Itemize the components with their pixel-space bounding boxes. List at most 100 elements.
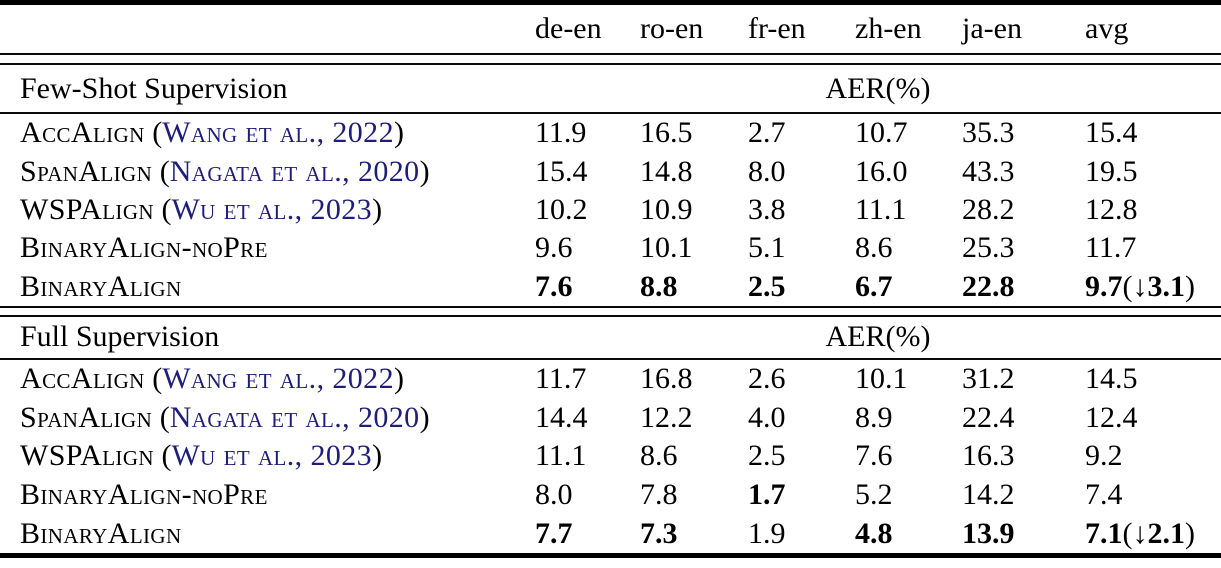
citation-paren: ( xyxy=(152,154,170,188)
metric-label: AER(%) xyxy=(825,71,931,105)
value-cell: 11.1 xyxy=(535,439,587,473)
value-cell: 25.3 xyxy=(962,231,1015,265)
method-cell: WSPAlign (Wu et al., 2023) xyxy=(0,193,535,227)
value-cell: 16.8 xyxy=(640,362,693,396)
value-cell: 11.9 xyxy=(535,116,587,150)
method-row-binaryalign-nopre: BinaryAlign-noPre 9.6 10.1 5.1 8.6 25.3 … xyxy=(0,229,1221,267)
method-row-wspalign: WSPAlign (Wu et al., 2023) 10.2 10.9 3.8… xyxy=(0,191,1221,229)
value-cell: 8.6 xyxy=(640,439,678,473)
avg-value-cell: 12.8 xyxy=(1085,192,1138,226)
col-header-ja-en: ja-en xyxy=(962,12,1022,45)
delta-paren: ( xyxy=(1122,516,1133,550)
value-cell: 14.8 xyxy=(640,154,693,188)
method-cell: BinaryAlign-noPre xyxy=(0,231,535,265)
value-cell: 8.9 xyxy=(855,400,893,434)
value-cell: 10.7 xyxy=(855,116,908,150)
method-name: SpanAlign xyxy=(20,154,153,188)
value-cell: 6.7 xyxy=(855,269,893,303)
value-cell: 7.6 xyxy=(855,439,893,473)
section-title: Few-Shot Supervision xyxy=(20,71,288,105)
method-name: BinaryAlign xyxy=(20,516,182,550)
value-cell: 10.1 xyxy=(855,362,908,396)
value-cell: 10.2 xyxy=(535,192,588,226)
value-cell: 15.4 xyxy=(535,154,588,188)
value-cell: 7.7 xyxy=(535,516,573,550)
citation-paren: ( xyxy=(152,400,170,434)
avg-value-cell: 14.5 xyxy=(1085,362,1138,396)
citation-paren: ) xyxy=(372,192,383,226)
method-cell: BinaryAlign xyxy=(0,517,535,551)
section-header-full: Full Supervision AER(%) xyxy=(0,317,1221,358)
value-cell: 10.1 xyxy=(640,231,693,265)
citation-paren: ( xyxy=(144,116,163,150)
col-header-fr-en: fr-en xyxy=(748,12,806,45)
section-title: Full Supervision xyxy=(20,320,220,354)
delta-value: 2.1 xyxy=(1147,516,1186,550)
value-cell: 5.2 xyxy=(855,478,893,512)
metric-label: AER(%) xyxy=(825,320,931,354)
value-cell: 9.6 xyxy=(535,231,573,265)
value-cell: 28.2 xyxy=(962,192,1015,226)
column-header-row: de-en ro-en fr-en zh-en ja-en avg xyxy=(0,5,1221,53)
value-cell: 1.9 xyxy=(748,516,786,550)
citation-link[interactable]: Wang et al., 2022 xyxy=(162,116,394,150)
double-rule-top-line2 xyxy=(0,63,1221,65)
citation-link[interactable]: Nagata et al., 2020 xyxy=(169,154,420,188)
value-cell: 14.2 xyxy=(962,478,1015,512)
avg-value-cell: 19.5 xyxy=(1085,154,1138,188)
down-arrow-icon: ↓ xyxy=(1132,516,1148,550)
method-name: WSPAlign xyxy=(20,439,154,473)
col-header-ro-en: ro-en xyxy=(640,12,704,45)
value-cell: 8.8 xyxy=(640,269,678,303)
top-rule xyxy=(0,0,1221,5)
method-name: BinaryAlign-noPre xyxy=(20,231,268,265)
value-cell: 16.3 xyxy=(962,439,1015,473)
value-cell: 7.6 xyxy=(535,269,573,303)
full-supervision-rows: AccAlign (Wang et al., 2022) 11.7 16.8 2… xyxy=(0,360,1221,553)
avg-value-cell: 11.7 xyxy=(1085,231,1137,265)
avg-value-cell: 12.4 xyxy=(1085,400,1138,434)
method-row-wspalign: WSPAlign (Wu et al., 2023) 11.1 8.6 2.5 … xyxy=(0,437,1221,476)
double-rule-top-line1 xyxy=(0,53,1221,55)
value-cell: 2.5 xyxy=(748,439,786,473)
value-cell: 22.8 xyxy=(962,269,1015,303)
avg-value-cell: 7.4 xyxy=(1085,478,1123,512)
citation-paren: ( xyxy=(153,192,172,226)
mid-rule xyxy=(0,357,1221,360)
value-cell: 11.7 xyxy=(535,362,587,396)
rule-gap xyxy=(0,55,1221,63)
value-cell: 31.2 xyxy=(962,362,1015,396)
method-row-binaryalign: BinaryAlign 7.6 8.8 2.5 6.7 22.8 9.7(↓3.… xyxy=(0,268,1221,306)
value-cell: 8.0 xyxy=(535,478,573,512)
value-cell: 8.0 xyxy=(748,154,786,188)
citation-link[interactable]: Wang et al., 2022 xyxy=(162,362,394,396)
method-cell: BinaryAlign xyxy=(0,270,535,304)
value-cell: 2.6 xyxy=(748,362,786,396)
value-cell: 2.5 xyxy=(748,269,786,303)
bottom-rule xyxy=(0,552,1221,558)
value-cell: 11.1 xyxy=(855,192,907,226)
citation-link[interactable]: Nagata et al., 2020 xyxy=(169,400,420,434)
method-cell: SpanAlign (Nagata et al., 2020) xyxy=(0,155,535,189)
method-name: AccAlign xyxy=(20,362,145,396)
method-cell: AccAlign (Wang et al., 2022) xyxy=(0,362,535,396)
citation-link[interactable]: Wu et al., 2023 xyxy=(171,192,373,226)
value-cell: 35.3 xyxy=(962,116,1015,150)
avg-value-cell: 9.2 xyxy=(1085,439,1123,473)
delta-value: 3.1 xyxy=(1147,269,1186,303)
method-row-binaryalign-nopre: BinaryAlign-noPre 8.0 7.8 1.7 5.2 14.2 7… xyxy=(0,476,1221,515)
method-cell: BinaryAlign-noPre xyxy=(0,478,535,512)
citation-paren: ) xyxy=(419,400,430,434)
citation-link[interactable]: Wu et al., 2023 xyxy=(171,439,373,473)
value-cell: 5.1 xyxy=(748,231,786,265)
avg-value-cell: 9.7(↓3.1) xyxy=(1085,269,1195,303)
avg-value-cell: 7.1(↓2.1) xyxy=(1085,516,1195,550)
double-rule-mid-line1 xyxy=(0,305,1221,308)
value-cell: 10.9 xyxy=(640,192,693,226)
method-cell: AccAlign (Wang et al., 2022) xyxy=(0,116,535,150)
method-row-accalign: AccAlign (Wang et al., 2022) 11.7 16.8 2… xyxy=(0,360,1221,399)
avg-value-cell: 15.4 xyxy=(1085,116,1138,150)
value-cell: 1.7 xyxy=(748,478,786,512)
citation-paren: ( xyxy=(153,439,172,473)
